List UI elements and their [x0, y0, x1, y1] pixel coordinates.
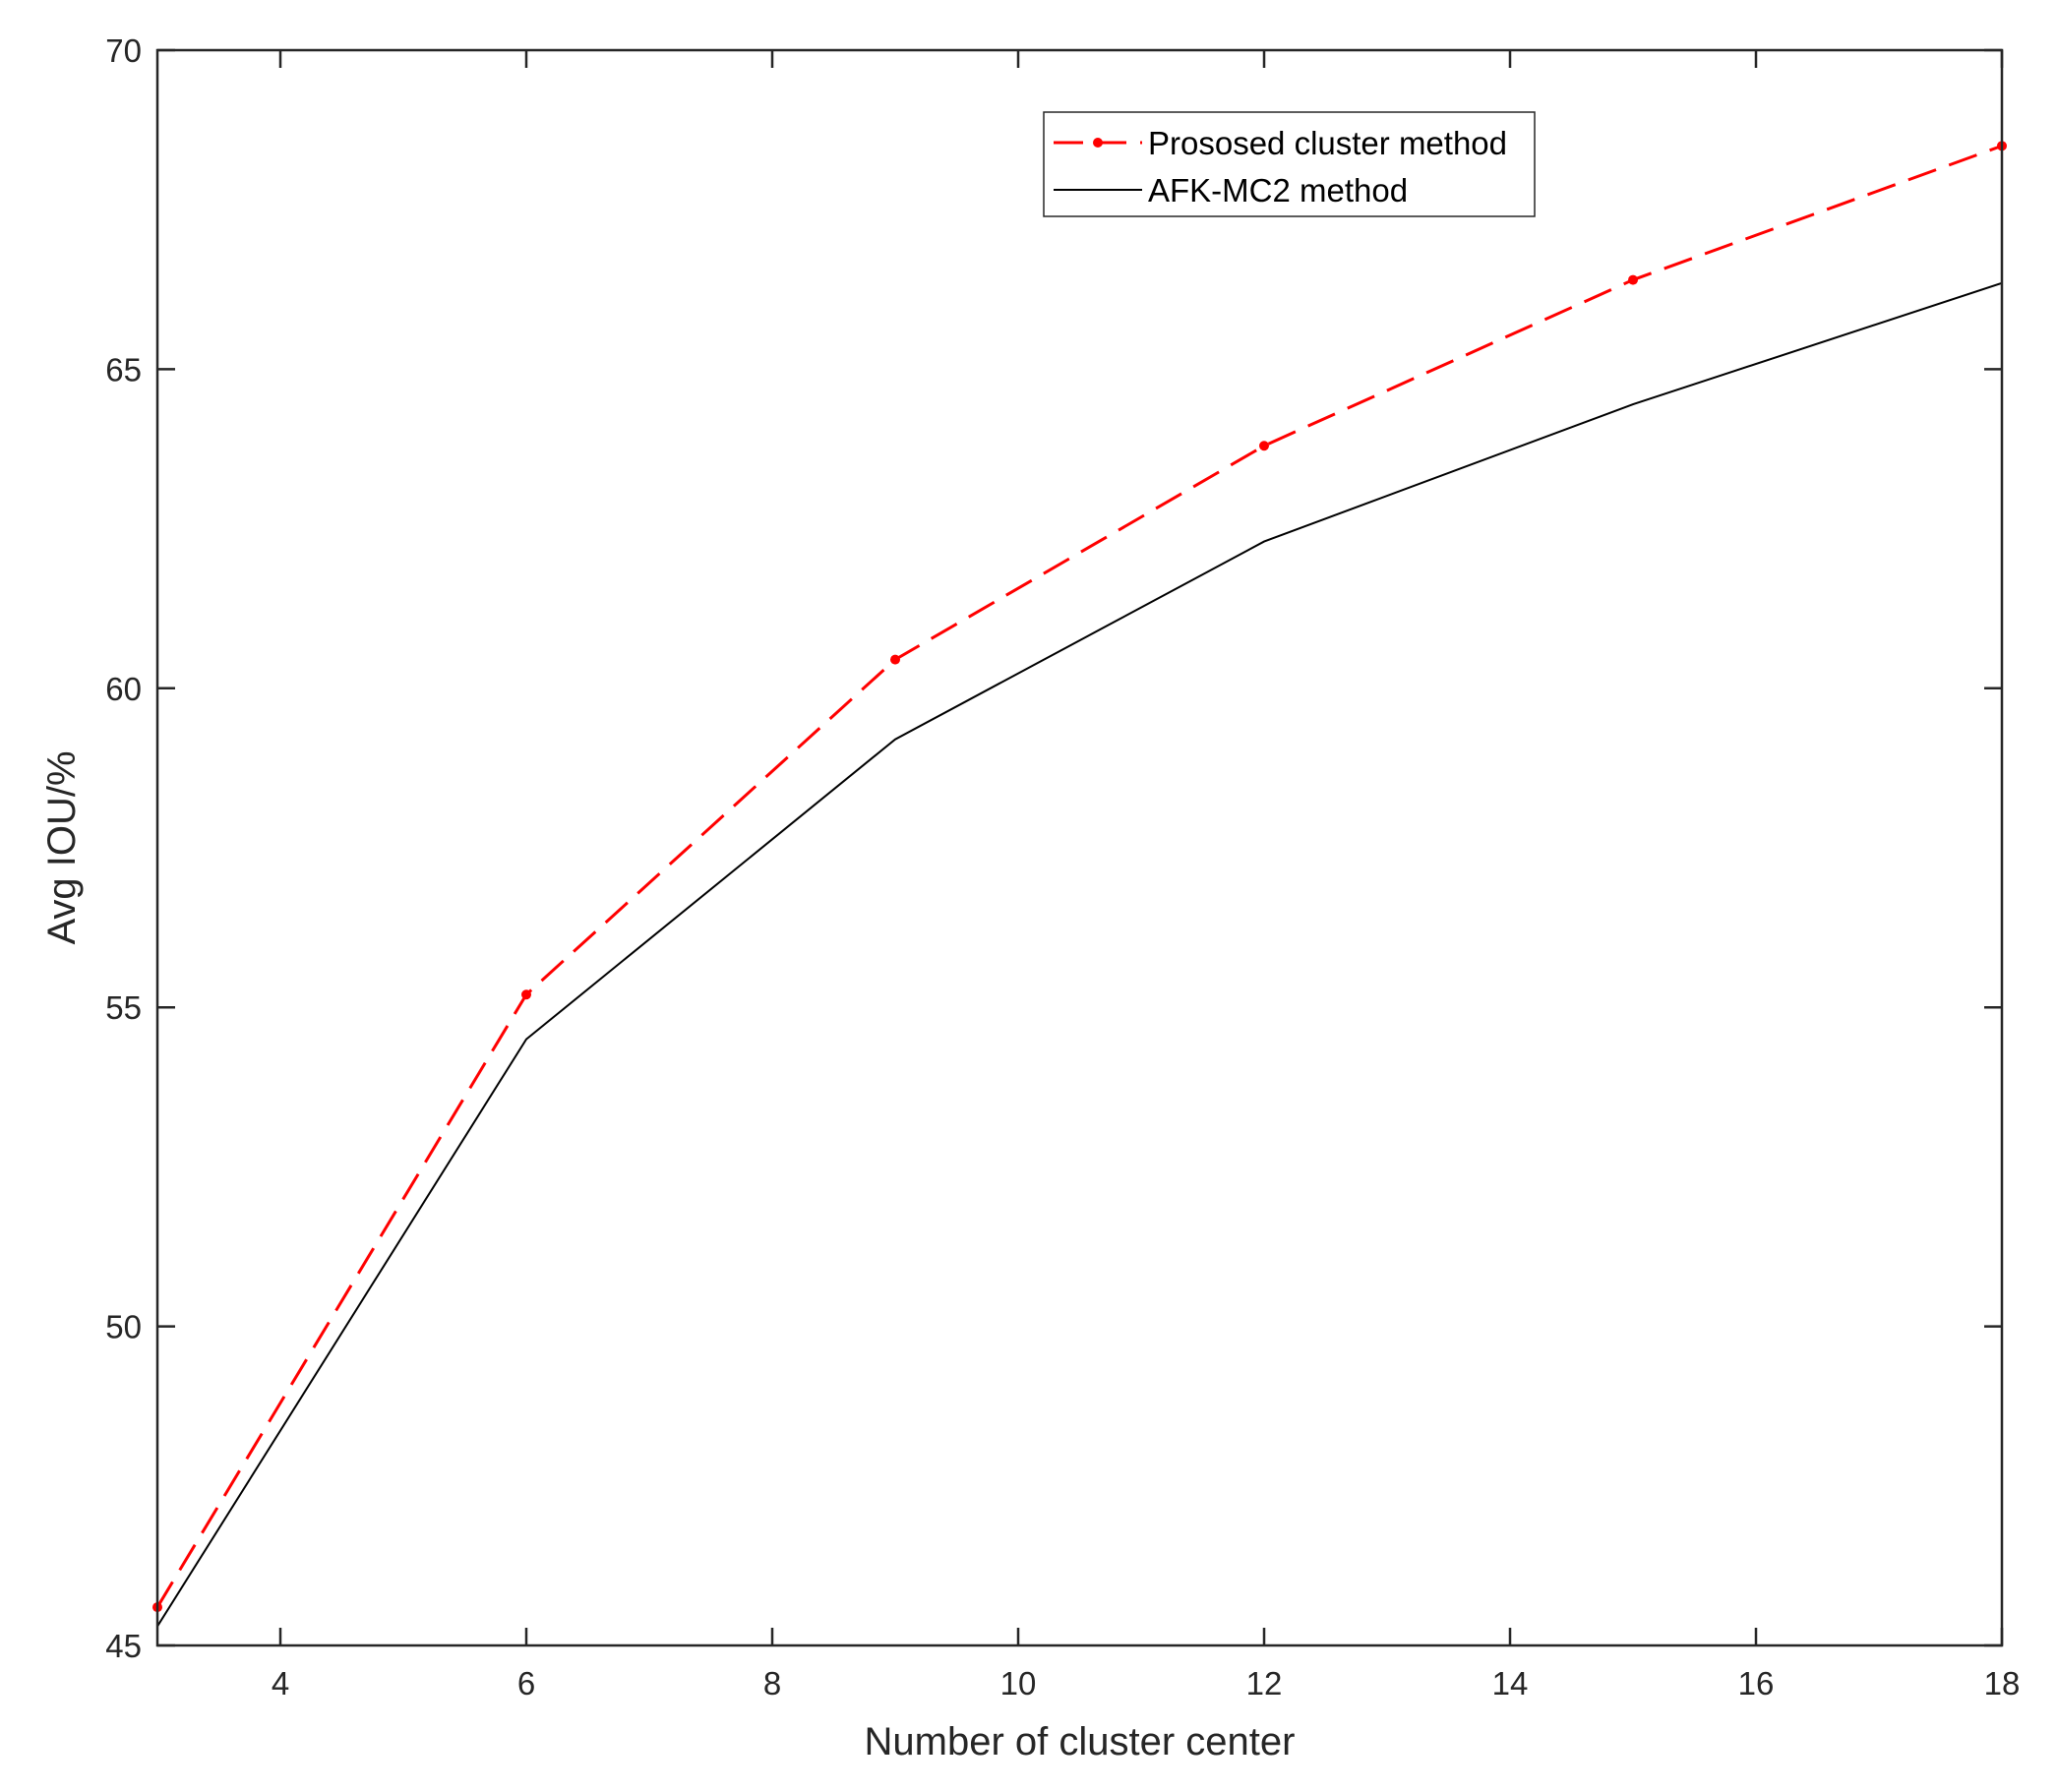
legend: Prososed cluster method AFK-MC2 method	[1043, 111, 1536, 217]
x-tick-label: 10	[1000, 1665, 1037, 1702]
legend-box	[1043, 111, 1536, 217]
data-point-marker	[521, 989, 531, 1000]
x-tick-label: 16	[1738, 1665, 1775, 1702]
axis-ticks-group: 4 6 8 10 12 14 16 18 45 50 55 60 65 70	[105, 32, 2020, 1702]
data-point-marker	[1259, 441, 1269, 451]
data-point-marker	[890, 654, 900, 665]
series-line-afk-mc2	[156, 281, 2003, 1628]
y-tick-label: 45	[105, 1628, 142, 1664]
x-tick-label: 6	[517, 1665, 535, 1702]
x-tick-label: 18	[1984, 1665, 2021, 1702]
y-tick-label: 55	[105, 989, 142, 1026]
y-tick-label: 50	[105, 1309, 142, 1345]
x-axis-title: Number of cluster center	[865, 1720, 1296, 1763]
legend-label-afk-mc2: AFK-MC2 method	[1148, 172, 1408, 209]
x-tick-label: 8	[763, 1665, 781, 1702]
y-tick-label: 60	[105, 671, 142, 707]
legend-label-proposed: Prososed cluster method	[1148, 125, 1507, 161]
data-point-marker	[1628, 274, 1638, 285]
plot-area-frame	[155, 48, 2004, 1647]
legend-marker-proposed	[1093, 138, 1103, 148]
x-tick-label: 12	[1246, 1665, 1283, 1702]
y-axis-title: Avg IOU/%	[40, 750, 84, 944]
x-tick-label: 14	[1492, 1665, 1529, 1702]
y-tick-label: 65	[105, 351, 142, 388]
y-tick-label: 70	[105, 32, 142, 69]
x-tick-label: 4	[272, 1665, 289, 1702]
